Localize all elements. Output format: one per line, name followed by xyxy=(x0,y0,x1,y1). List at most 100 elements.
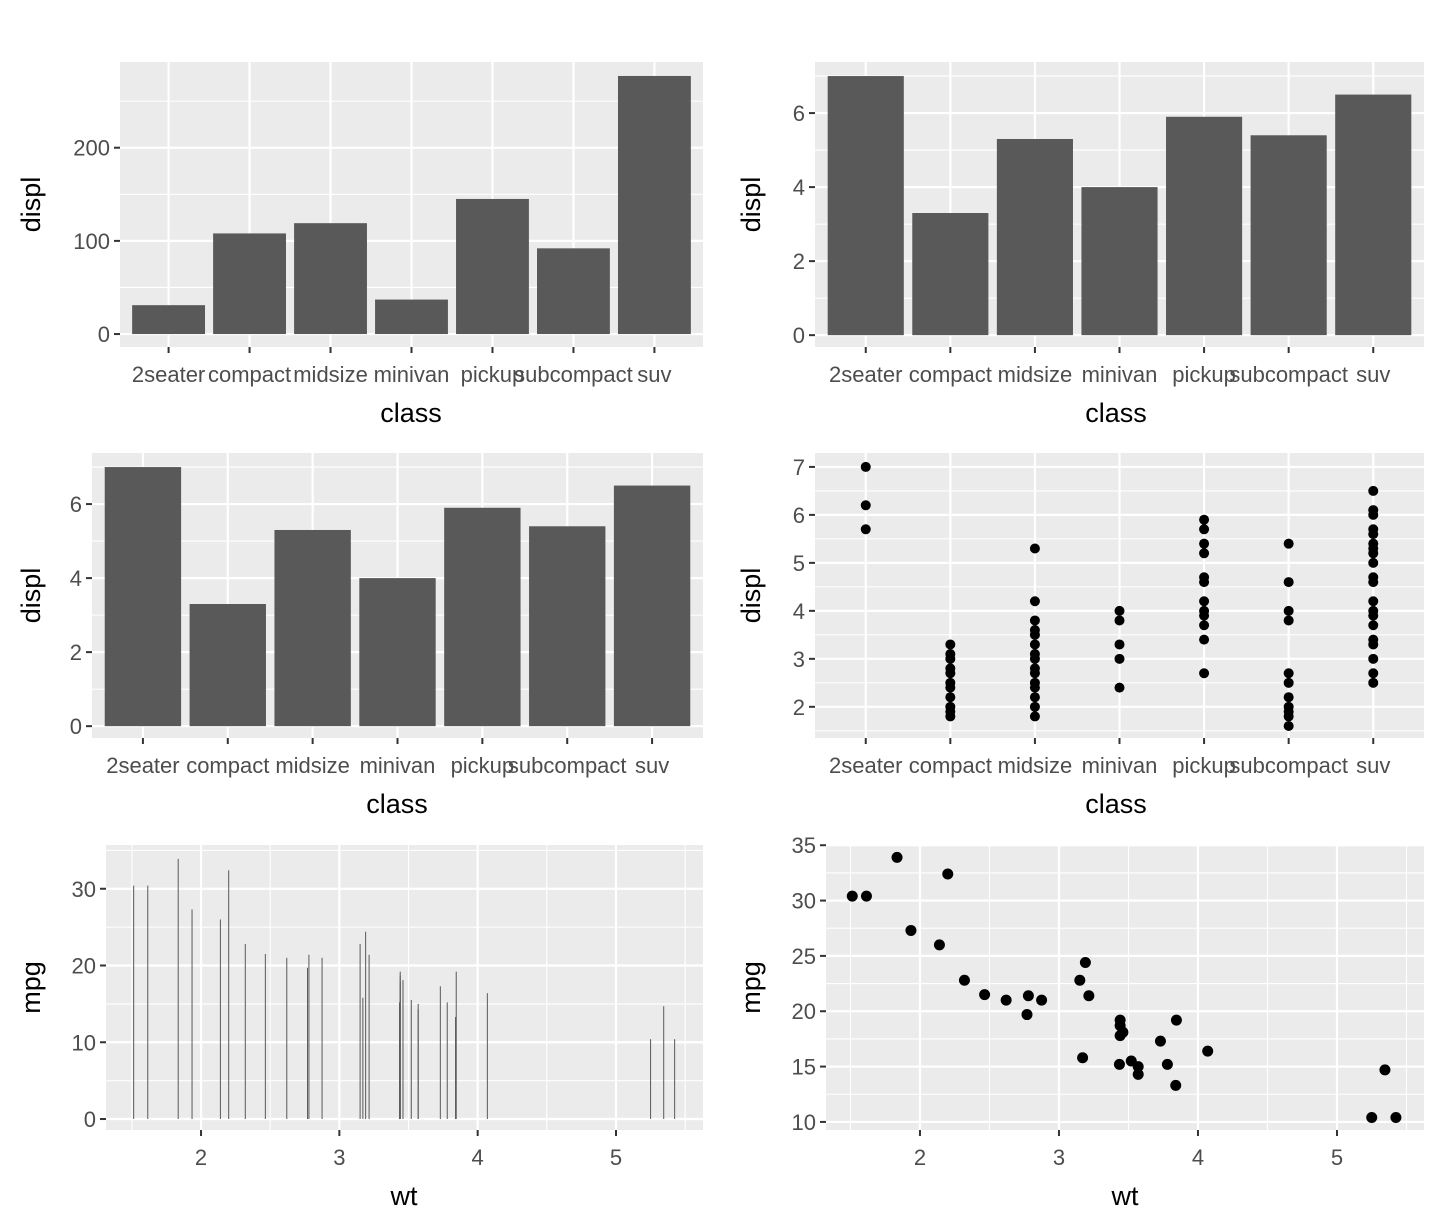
point xyxy=(1022,990,1034,1002)
y-tick-label: 6 xyxy=(793,503,805,528)
y-tick-label: 30 xyxy=(792,889,816,914)
point xyxy=(1202,1045,1214,1057)
y-tick-label: 10 xyxy=(72,1030,96,1055)
x-tick-label: minivan xyxy=(1082,753,1158,778)
point-midsize xyxy=(1029,615,1040,626)
y-tick-label: 2 xyxy=(793,695,805,720)
point-pickup xyxy=(1199,596,1210,607)
bar xyxy=(486,993,488,1120)
bar-midsize xyxy=(294,223,367,335)
point xyxy=(1132,1061,1144,1073)
bar xyxy=(663,1006,665,1120)
bar xyxy=(410,1000,412,1120)
point xyxy=(979,989,991,1001)
bar-compact xyxy=(213,233,286,335)
bar-subcompact xyxy=(1250,135,1327,336)
bar xyxy=(177,858,179,1120)
bar-pickup xyxy=(1166,116,1243,336)
y-tick-label: 4 xyxy=(793,599,805,624)
bar xyxy=(446,1002,448,1120)
y-tick-label: 100 xyxy=(73,229,110,254)
bar-minivan xyxy=(359,578,436,727)
point xyxy=(1114,1030,1126,1042)
panel-4: 2 3 4 5 6 7 2seater compact midsize minivan pickup… xyxy=(736,453,1424,819)
x-tick-label: 4 xyxy=(1192,1145,1204,1170)
x-axis-title: class xyxy=(366,789,428,819)
bar-compact xyxy=(189,604,266,727)
x-tick-label: compact xyxy=(909,753,992,778)
bar xyxy=(308,954,310,1120)
point xyxy=(1079,957,1091,969)
x-tick-label: minivan xyxy=(374,362,450,387)
point xyxy=(1132,1068,1144,1080)
x-tick-label: midsize xyxy=(275,753,350,778)
bar-2seater xyxy=(827,76,904,336)
point-subcompact xyxy=(1283,615,1294,626)
point-2seater xyxy=(860,524,871,535)
bar xyxy=(399,982,401,1120)
x-tick-label: midsize xyxy=(293,362,368,387)
bar xyxy=(455,971,457,1120)
point-midsize xyxy=(1029,625,1040,636)
point-2seater xyxy=(860,500,871,511)
point-pickup xyxy=(1199,548,1210,559)
point-pickup xyxy=(1199,524,1210,535)
bar-pickup xyxy=(456,198,529,335)
x-tick-label: suv xyxy=(1356,362,1390,387)
x-tick-label: subcompact xyxy=(1229,362,1348,387)
x-tick-label: subcompact xyxy=(514,362,633,387)
point-compact xyxy=(945,649,956,660)
x-tick-label: pickup xyxy=(451,753,515,778)
bar-subcompact xyxy=(529,526,606,727)
point-compact xyxy=(945,639,956,650)
point xyxy=(1390,1111,1402,1123)
x-tick-label: 3 xyxy=(333,1145,345,1170)
point-subcompact xyxy=(1283,577,1294,588)
x-tick-label: 2seater xyxy=(106,753,179,778)
point-midsize xyxy=(1029,692,1040,703)
point-compact xyxy=(945,663,956,674)
y-axis-title: displ xyxy=(736,177,766,233)
point xyxy=(1161,1058,1173,1070)
x-axis-title: class xyxy=(1085,398,1147,428)
point-subcompact xyxy=(1283,692,1294,703)
y-tick-label: 0 xyxy=(793,323,805,348)
panel-5: 0 10 20 30 2 3 4 5 wt mpg xyxy=(16,845,703,1211)
y-tick-label: 0 xyxy=(98,322,110,347)
x-tick-label: minivan xyxy=(360,753,436,778)
y-tick-label: 5 xyxy=(793,551,805,576)
bar xyxy=(359,944,361,1120)
x-tick-label: subcompact xyxy=(508,753,627,778)
point-compact xyxy=(945,677,956,688)
point-suv xyxy=(1368,505,1379,516)
point xyxy=(1036,994,1048,1006)
bar-2seater xyxy=(132,305,206,335)
y-axis-title: displ xyxy=(736,568,766,624)
point-suv xyxy=(1368,668,1379,679)
y-tick-label: 35 xyxy=(792,833,816,858)
x-tick-label: compact xyxy=(909,362,992,387)
bar xyxy=(362,997,364,1120)
y-tick-label: 200 xyxy=(73,136,110,161)
x-tick-label: 3 xyxy=(1053,1145,1065,1170)
point-pickup xyxy=(1199,514,1210,525)
point xyxy=(846,890,858,902)
bar-pickup xyxy=(444,507,521,727)
y-axis-title: mpg xyxy=(736,961,766,1014)
x-axis-title: class xyxy=(1085,789,1147,819)
point-midsize xyxy=(1029,711,1040,722)
point-minivan xyxy=(1114,682,1125,693)
y-tick-label: 0 xyxy=(84,1107,96,1132)
point-pickup xyxy=(1199,605,1210,616)
point-compact xyxy=(945,692,956,703)
y-tick-label: 0 xyxy=(70,714,82,739)
x-tick-label: pickup xyxy=(1172,362,1236,387)
bar xyxy=(321,957,323,1120)
bar xyxy=(417,1003,419,1120)
point xyxy=(1021,1009,1033,1021)
point-minivan xyxy=(1114,615,1125,626)
x-tick-label: suv xyxy=(635,753,669,778)
bar-suv xyxy=(613,485,691,727)
point-minivan xyxy=(1114,605,1125,616)
